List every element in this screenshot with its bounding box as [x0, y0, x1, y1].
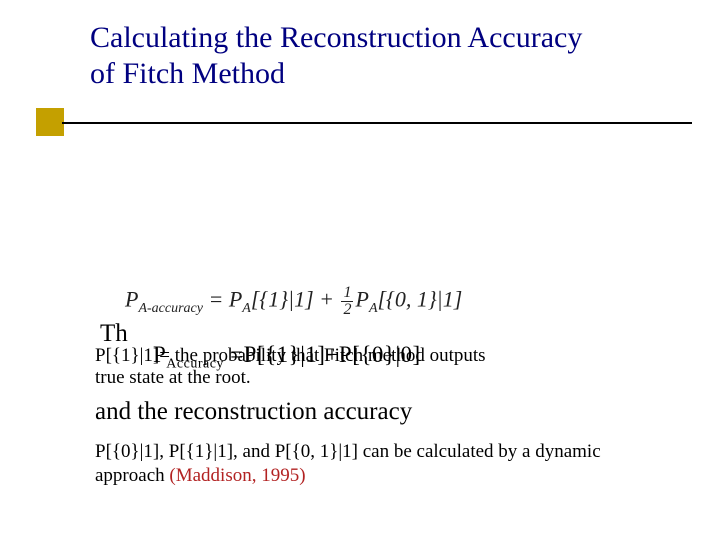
footnote: P[{0}|1], P[{1}|1], and P[{0, 1}|1] can …	[95, 440, 655, 488]
paccuracy-sub: Accuracy	[166, 357, 224, 372]
formula-half-num: 1	[341, 285, 353, 302]
formula-P1: P	[125, 287, 138, 312]
paccuracy-rest: =P[{1}|1]+P[{0}|0]	[224, 342, 421, 367]
text-th-fragment: Th	[100, 320, 128, 348]
formula-arg2: [{0, 1}|1]	[378, 287, 463, 312]
text-andthe: and the reconstruction accuracy	[95, 398, 412, 426]
title-line1: Calculating the Reconstruction Accuracy	[90, 20, 690, 56]
paccuracy-P: P	[153, 342, 166, 367]
formula-P2: P	[229, 287, 242, 312]
formula-eq: =	[203, 287, 229, 312]
formula-half: 12	[341, 285, 353, 318]
slide: Calculating the Reconstruction Accuracy …	[0, 0, 720, 540]
accent-rule	[62, 122, 692, 124]
formula-P3: P	[355, 287, 368, 312]
formula-sub2: A	[242, 301, 251, 316]
footnote-ref: (Maddison, 1995)	[169, 465, 305, 486]
title-area: Calculating the Reconstruction Accuracy …	[90, 20, 690, 92]
text-paccuracy-inline: PAccuracy =P[{1}|1]+P[{0}|0]	[153, 342, 421, 373]
accent-square-icon	[36, 108, 64, 136]
formula-half-den: 2	[341, 302, 353, 318]
formula-sub1: A-accuracy	[138, 301, 203, 316]
formula-sub3: A	[369, 301, 378, 316]
formula-arg1: [{1}|1] +	[251, 287, 340, 312]
formula-accuracy: PA-accuracy = PA[{1}|1] + 12PA[{0, 1}|1]	[125, 285, 462, 318]
title-line2: of Fitch Method	[90, 56, 690, 92]
